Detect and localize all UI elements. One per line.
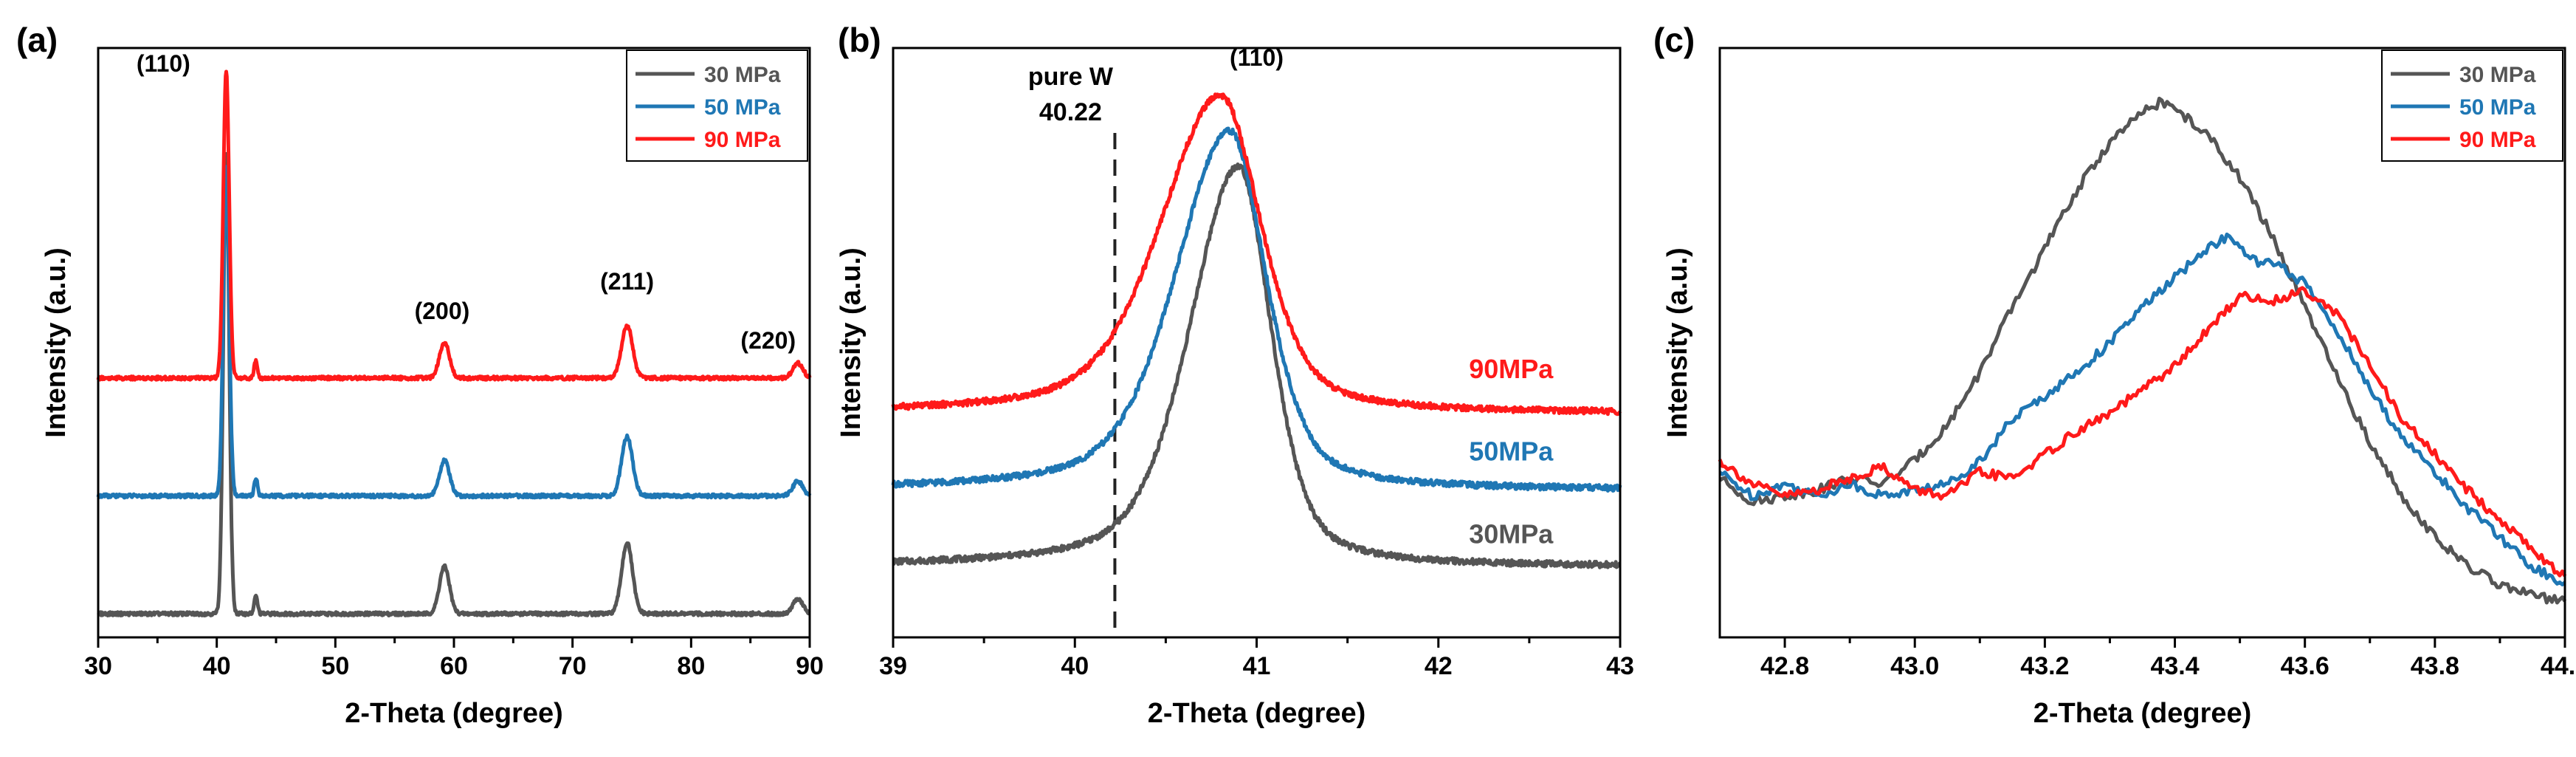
- x-tick-label: 80: [677, 652, 705, 680]
- annotation-label: (110): [137, 50, 190, 77]
- x-tick-label: 43: [1606, 652, 1634, 680]
- series-line-30mpa: [1718, 96, 2567, 605]
- y-axis-label: Intensity (a.u.): [836, 247, 867, 438]
- panel-c: (c) 42.8 43.0 43.2 43.4 43.6 43.8 44.0 2-Theta (…: [1653, 21, 2576, 729]
- reference-line-label: pure W: [1028, 63, 1114, 91]
- x-tick-label: 42: [1425, 652, 1453, 680]
- legend-entry: 50 MPa: [704, 95, 781, 120]
- annotation-label: 30MPa: [1469, 518, 1554, 549]
- series-line-90mpa: [1718, 286, 2567, 578]
- annotation-label: 90MPa: [1469, 354, 1554, 384]
- legend-entry: 90 MPa: [704, 128, 781, 152]
- annotation-label: (211): [600, 268, 654, 295]
- plot-frame: [1718, 47, 2566, 639]
- x-tick-label: 43.4: [2150, 652, 2199, 680]
- legend-entry: 90 MPa: [2459, 128, 2536, 152]
- x-tick-label: 40: [1061, 652, 1089, 680]
- series-line-30mpa: [97, 151, 811, 617]
- y-axis-label: Intensity (a.u.): [41, 247, 72, 438]
- x-tick-label: 39: [879, 652, 907, 680]
- x-axis-label: 2-Theta (degree): [1148, 698, 1366, 729]
- panel-b: (b) pure W 40.22 39 40 41 42 43 2-Theta (degree)…: [836, 21, 1634, 729]
- annotation-label: (110): [1230, 44, 1284, 71]
- x-tick-label: 43.6: [2281, 652, 2329, 680]
- x-tick-label: 43.2: [2020, 652, 2069, 680]
- annotation-label: (220): [740, 327, 796, 354]
- legend-entry: 50 MPa: [2459, 95, 2536, 120]
- x-tick-label: 40: [203, 652, 231, 680]
- x-axis-label: 2-Theta (degree): [2033, 698, 2252, 729]
- series-line-50mpa: [1718, 232, 2566, 586]
- panel-label: (a): [16, 21, 58, 59]
- x-tick-label: 60: [440, 652, 468, 680]
- legend-entry: 30 MPa: [2459, 63, 2536, 87]
- x-tick-label: 41: [1243, 652, 1271, 680]
- reference-line-value: 40.22: [1039, 98, 1102, 126]
- series-line-90mpa: [891, 92, 1622, 417]
- x-tick-label: 44.0: [2541, 652, 2576, 680]
- x-tick-label: 70: [559, 652, 587, 680]
- series-line-50mpa: [96, 165, 812, 500]
- series-line-50mpa: [891, 126, 1622, 493]
- panel-label: (b): [838, 21, 881, 59]
- x-axis-label: 2-Theta (degree): [345, 698, 563, 729]
- x-tick-label: 50: [321, 652, 349, 680]
- panel-label: (c): [1653, 21, 1695, 59]
- x-tick-label: 43.8: [2411, 652, 2459, 680]
- panel-a: (a) 30 40 50 60 70 80 90 2-Theta (degree) Intensi…: [16, 21, 824, 729]
- x-tick-label: 90: [796, 652, 824, 680]
- x-tick-label: 43.0: [1890, 652, 1939, 680]
- legend-entry: 30 MPa: [704, 63, 781, 87]
- annotation-label: (200): [415, 298, 470, 324]
- series-line-90mpa: [96, 69, 812, 382]
- annotation-label: 50MPa: [1469, 436, 1554, 467]
- x-tick-label: 30: [84, 652, 112, 680]
- x-tick-label: 42.8: [1760, 652, 1809, 680]
- y-axis-label: Intensity (a.u.): [1662, 247, 1693, 438]
